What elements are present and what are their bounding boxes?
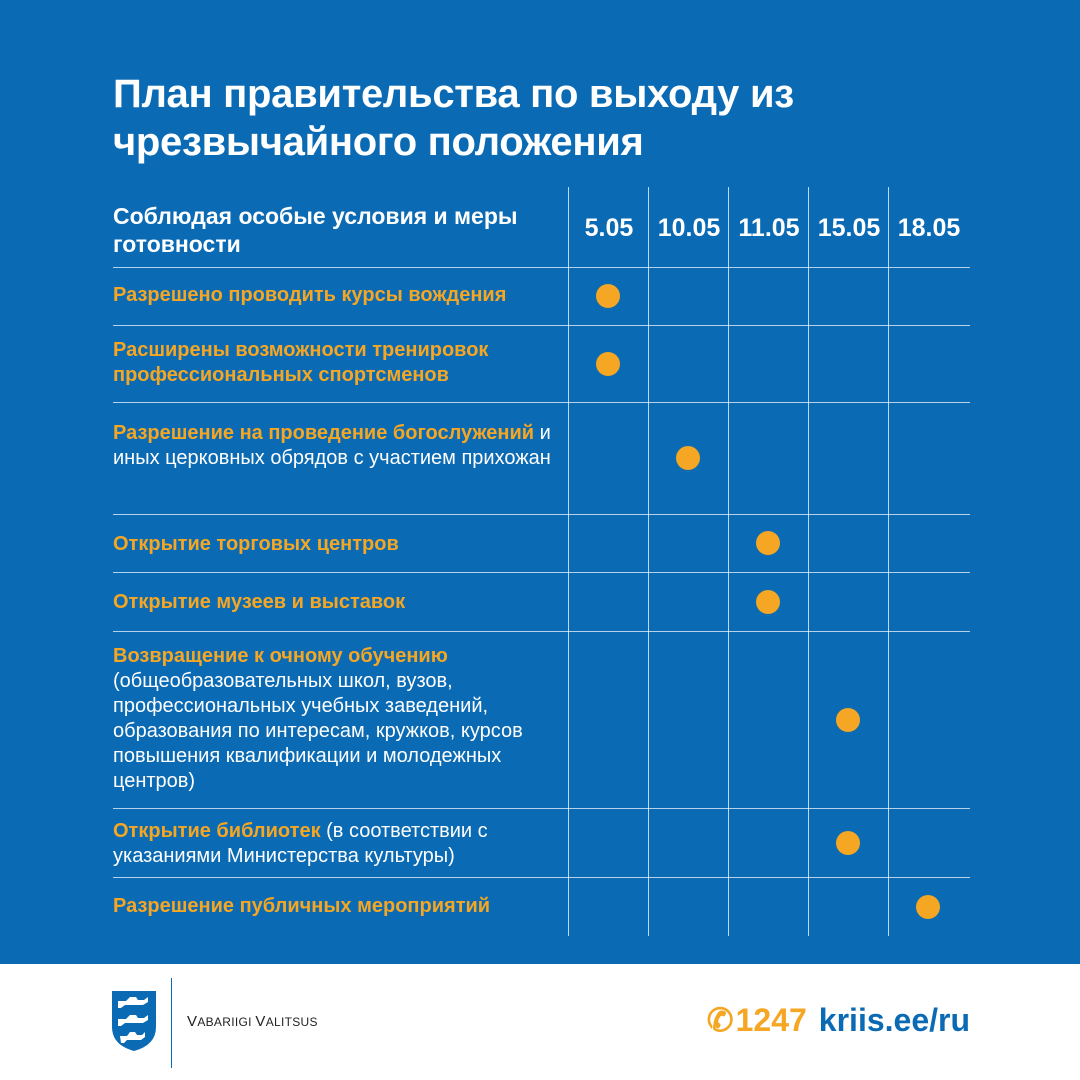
date-marker-dot xyxy=(916,894,940,919)
org-word-1: ABARIIGI xyxy=(197,1015,256,1029)
organization-name: VABARIIGI VALITSUS xyxy=(187,1013,318,1030)
row-divider xyxy=(113,877,970,878)
measure-detail: (в соответствии с указаниями Министерств… xyxy=(113,820,488,867)
row-divider xyxy=(113,267,970,268)
org-letter-1: V xyxy=(187,1013,198,1030)
measure-highlight: Открытие торговых центров xyxy=(113,533,399,555)
footer-divider xyxy=(171,978,172,1068)
org-word-2: ALITSUS xyxy=(265,1015,318,1029)
row-divider xyxy=(113,808,970,809)
date-marker-dot xyxy=(596,351,620,376)
date-header: 15.05 xyxy=(817,214,881,242)
footer: VABARIIGI VALITSUS ✆1247 kriis.ee/ru xyxy=(0,964,1080,1080)
measure-label: Расширены возможности тренировок професс… xyxy=(113,338,563,388)
measure-highlight: Разрешение публичных мероприятий xyxy=(113,895,491,917)
website-link[interactable]: kriis.ee/ru xyxy=(818,1002,970,1038)
measure-highlight: Разрешено проводить курсы вождения xyxy=(113,284,507,306)
column-divider xyxy=(888,187,889,936)
measure-detail: (общеобразовательных школ, вузов, профес… xyxy=(113,670,523,792)
measure-label: Разрешение публичных мероприятий xyxy=(113,894,563,919)
date-marker-dot xyxy=(676,446,700,470)
date-header: 11.05 xyxy=(738,214,800,242)
row-divider xyxy=(113,325,970,326)
measure-label: Возвращение к очному обучению (общеобраз… xyxy=(113,644,563,794)
table-header-label: Соблюдая особые условия и меры готовност… xyxy=(113,203,518,257)
date-marker-dot xyxy=(756,531,780,555)
measure-label: Разрешение на проведение богослужений и … xyxy=(113,421,563,471)
measure-highlight: Расширены возможности тренировок професс… xyxy=(113,339,489,386)
three-lions-coat-of-arms-icon xyxy=(112,991,156,1051)
org-letter-2: V xyxy=(255,1013,266,1030)
row-divider xyxy=(113,514,970,515)
measure-label: Открытие музеев и выставок xyxy=(113,590,563,615)
column-divider xyxy=(568,187,569,936)
measure-highlight: Открытие библиотек xyxy=(113,820,321,842)
measure-highlight: Возвращение к очному обучению xyxy=(113,645,448,667)
measure-detail: и иных церковных обрядов с участием прих… xyxy=(113,422,551,469)
column-divider xyxy=(648,187,649,936)
measure-label: Открытие библиотек (в соответствии с ука… xyxy=(113,819,563,869)
date-marker-dot xyxy=(756,589,780,614)
date-header: 18.05 xyxy=(897,214,961,242)
measure-highlight: Открытие музеев и выставок xyxy=(113,591,406,613)
row-divider xyxy=(113,402,970,403)
date-marker-dot xyxy=(836,830,860,855)
phone-number-text: 1247 xyxy=(735,1002,807,1038)
date-marker-dot xyxy=(596,284,620,308)
row-divider xyxy=(113,631,970,632)
measure-label: Разрешено проводить курсы вождения xyxy=(113,283,563,308)
page-title: План правительства по выходу из чрезвыча… xyxy=(113,70,973,166)
phone-handset-icon: ✆ xyxy=(706,1002,734,1038)
date-header: 10.05 xyxy=(657,214,721,242)
measure-label: Открытие торговых центров xyxy=(113,532,563,557)
contacts: ✆1247 kriis.ee/ru xyxy=(707,1000,970,1040)
main-panel: План правительства по выходу из чрезвыча… xyxy=(0,0,1080,964)
title-line-2: чрезвычайного положения xyxy=(113,120,644,164)
measure-highlight: Разрешение на проведение богослужений xyxy=(113,422,535,444)
column-divider xyxy=(728,187,729,936)
phone-number[interactable]: ✆1247 xyxy=(707,1002,807,1038)
date-marker-dot xyxy=(836,707,860,732)
title-line-1: План правительства по выходу из xyxy=(113,72,794,116)
date-header: 5.05 xyxy=(584,214,634,242)
column-divider xyxy=(808,187,809,936)
schedule-table: Соблюдая особые условия и меры готовност… xyxy=(113,187,970,936)
row-divider xyxy=(113,572,970,573)
